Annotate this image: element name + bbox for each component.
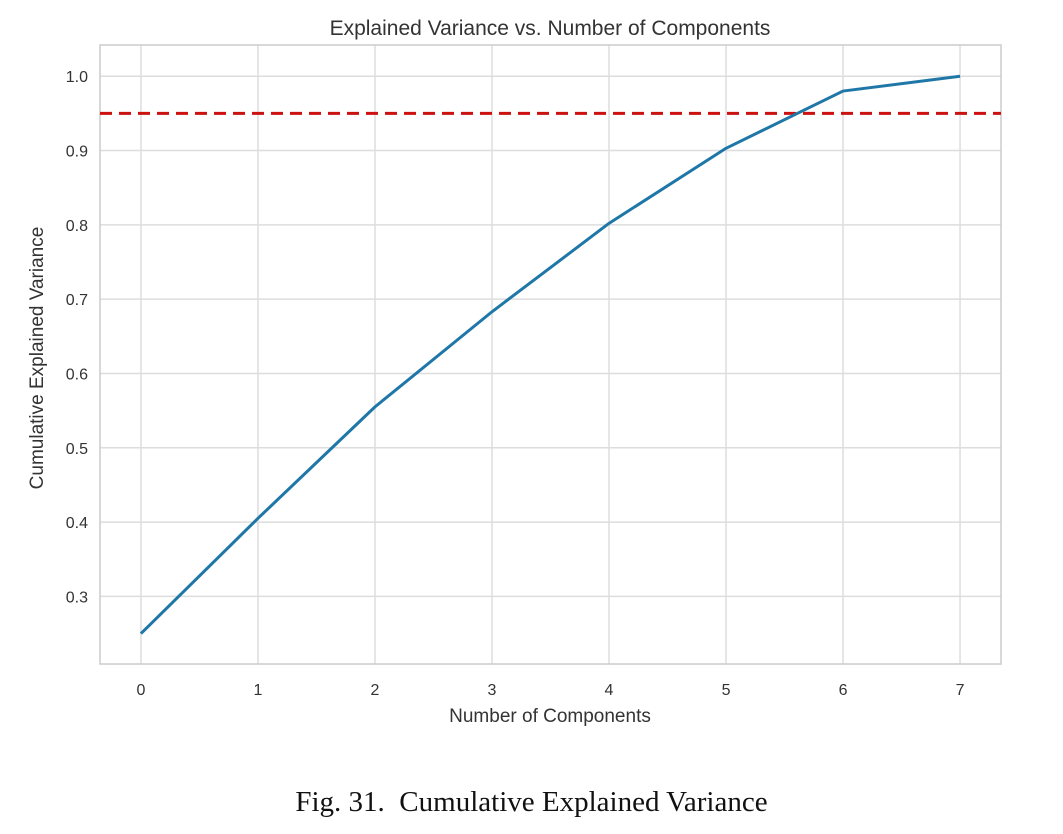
y-tick-label: 0.5 xyxy=(66,441,88,458)
grid xyxy=(100,45,1001,664)
y-tick-label: 1.0 xyxy=(66,69,88,86)
series-layer xyxy=(139,74,961,635)
y-tick-label: 0.4 xyxy=(66,515,88,532)
x-tick-labels: 0 1 2 3 4 5 6 7 xyxy=(137,682,965,699)
chart: 0 1 2 3 4 5 6 7 0.3 0.4 0.5 0.6 0.7 0.8 0.9 1.0 Explai… xyxy=(27,17,1002,727)
plot-frame xyxy=(99,44,1002,665)
x-tick-label: 4 xyxy=(605,682,614,699)
x-tick-label: 2 xyxy=(371,682,380,699)
y-tick-label: 0.3 xyxy=(66,589,88,606)
x-tick-label: 6 xyxy=(839,682,848,699)
x-tick-label: 7 xyxy=(956,682,965,699)
chart-title: Explained Variance vs. Number of Compone… xyxy=(330,17,771,40)
y-axis-label: Cumulative Explained Variance xyxy=(27,227,48,490)
figure-caption: Fig. 31. Cumulative Explained Variance xyxy=(295,786,768,818)
x-tick-label: 5 xyxy=(722,682,731,699)
x-axis-label: Number of Components xyxy=(449,706,651,727)
x-tick-label: 0 xyxy=(137,682,146,699)
x-tick-label: 1 xyxy=(254,682,263,699)
x-tick-label: 3 xyxy=(488,682,497,699)
y-tick-labels: 0.3 0.4 0.5 0.6 0.7 0.8 0.9 1.0 xyxy=(66,69,88,606)
y-tick-label: 0.9 xyxy=(66,144,88,161)
series-line xyxy=(139,74,961,635)
y-tick-label: 0.6 xyxy=(66,366,88,383)
y-tick-label: 0.7 xyxy=(66,292,88,309)
y-tick-label: 0.8 xyxy=(66,218,88,235)
